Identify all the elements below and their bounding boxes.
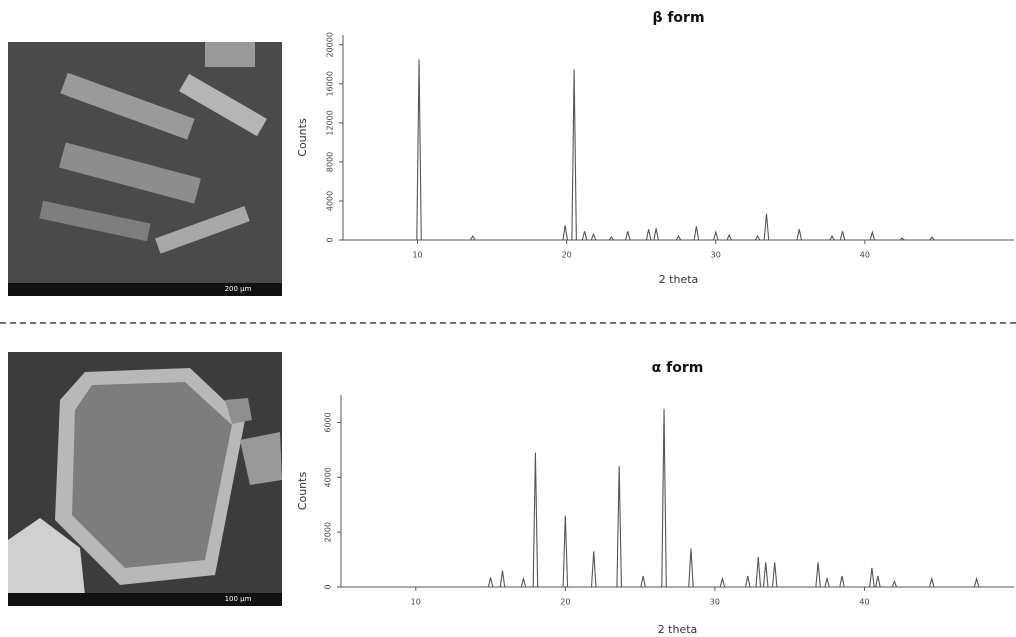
chart-title: α form: [652, 360, 704, 376]
x-tick-label: 30: [710, 598, 720, 607]
x-axis-label: 2 theta: [658, 623, 698, 636]
image-scale: 100 µm: [225, 595, 252, 603]
x-tick-label: 40: [860, 251, 870, 260]
image-scale: 200 µm: [225, 285, 252, 293]
y-tick-label: 16000: [326, 71, 335, 96]
y-tick-label: 4000: [326, 191, 335, 211]
y-tick-label: 0: [326, 237, 335, 242]
x-tick-label: 30: [711, 251, 721, 260]
chart-title: β form: [652, 10, 704, 26]
y-tick-label: 0: [324, 584, 333, 589]
y-tick-label: 4000: [324, 467, 333, 487]
y-tick-label: 6000: [324, 412, 333, 432]
x-tick-label: 10: [411, 598, 421, 607]
sem-image-beta: 200 µm: [8, 42, 282, 296]
x-tick-label: 40: [859, 598, 869, 607]
x-tick-label: 20: [562, 251, 572, 260]
y-axis-label: Counts: [296, 472, 309, 511]
y-tick-label: 2000: [324, 522, 333, 542]
y-axis-label: Counts: [296, 118, 309, 157]
x-axis-label: 2 theta: [659, 273, 699, 286]
xrd-pattern: [343, 59, 1014, 241]
x-tick-label: 20: [560, 598, 570, 607]
y-tick-label: 12000: [326, 110, 335, 135]
sem-image-alpha: 100 µm: [8, 352, 282, 606]
y-tick-label: 20000: [326, 32, 335, 57]
y-tick-label: 8000: [326, 152, 335, 172]
x-tick-label: 10: [412, 251, 422, 260]
xrd-pattern: [341, 408, 1014, 588]
